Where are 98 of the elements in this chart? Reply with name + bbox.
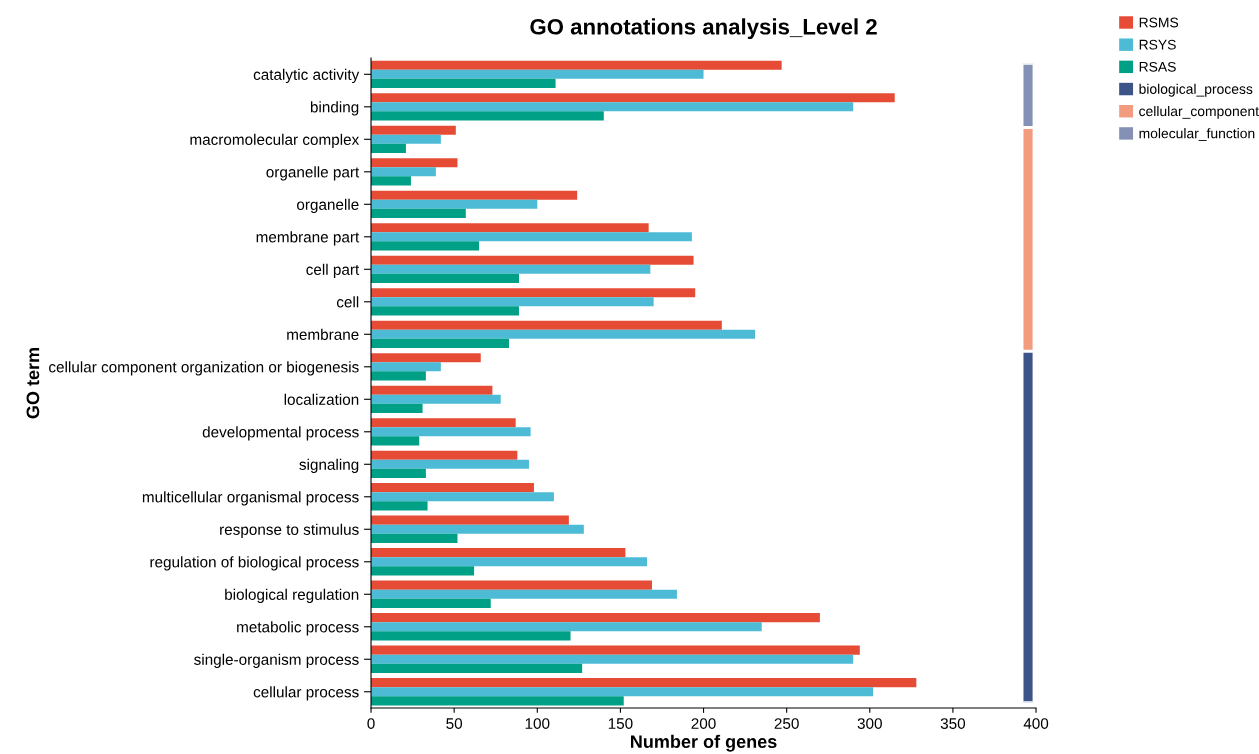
bar <box>371 492 554 502</box>
x-tick-label: 100 <box>525 718 550 729</box>
x-tick-label: 150 <box>608 718 633 729</box>
bar <box>371 199 538 209</box>
bar <box>371 362 441 372</box>
legend-label: RSAS <box>1139 61 1176 72</box>
legend-label: molecular_function <box>1139 128 1255 141</box>
bar <box>371 533 458 543</box>
bar <box>371 654 854 664</box>
bar <box>371 306 519 316</box>
legend-label: cellular_component <box>1139 105 1259 119</box>
legend-label: RSYS <box>1139 39 1176 50</box>
bar <box>371 273 519 283</box>
bar <box>371 687 874 697</box>
bar <box>371 580 652 590</box>
bar <box>371 338 510 348</box>
legend-label: RSMS <box>1139 17 1179 28</box>
bar <box>371 622 762 632</box>
bar <box>371 394 501 404</box>
x-tick-label: 50 <box>446 718 463 729</box>
bar <box>371 125 456 135</box>
x-tick-label: 300 <box>857 718 882 729</box>
bar <box>371 403 423 413</box>
x-tick-label: 200 <box>691 718 716 729</box>
y-tick-label: organelle <box>297 198 359 213</box>
bar <box>371 696 624 706</box>
bar <box>371 501 428 511</box>
bar <box>371 385 493 395</box>
bar <box>371 436 420 446</box>
y-tick-label: membrane <box>287 328 359 340</box>
y-tick-label: signaling <box>299 458 359 473</box>
bar <box>371 69 704 79</box>
bar <box>371 548 626 558</box>
y-tick-label: metabolic process <box>237 621 359 636</box>
bar <box>371 232 692 242</box>
y-tick-label: multicellular organismal process <box>142 491 359 506</box>
bar <box>371 468 426 478</box>
y-axis-title: GO term <box>26 348 40 419</box>
bar <box>371 483 534 493</box>
bar <box>371 255 694 265</box>
bar <box>371 459 529 469</box>
bar <box>371 589 677 599</box>
y-tick-label: cell part <box>306 263 360 278</box>
bar <box>371 78 556 88</box>
bar <box>371 102 854 112</box>
y-tick-label: localization <box>284 393 359 405</box>
y-tick-label: response to stimulus <box>220 523 359 538</box>
bar <box>371 176 411 186</box>
bar <box>371 371 426 381</box>
bar <box>371 427 531 437</box>
y-tick-label: cellular component organization or biogenesis <box>49 361 359 376</box>
x-tick-label: 400 <box>1023 718 1049 729</box>
bar <box>371 566 475 576</box>
bar <box>371 631 571 641</box>
bar <box>371 515 569 525</box>
bar <box>371 264 651 274</box>
bar <box>371 297 654 307</box>
chart-title: GO annotations analysis_Level 2 <box>530 18 877 40</box>
bar <box>371 134 441 144</box>
bar <box>371 450 518 460</box>
bar <box>371 418 516 428</box>
y-tick-label: binding <box>310 101 359 116</box>
bar <box>371 288 696 298</box>
bar <box>371 158 458 168</box>
y-tick-label: macromolecular complex <box>190 133 360 149</box>
bar <box>371 598 491 608</box>
x-tick-label: 250 <box>774 718 799 729</box>
bar <box>371 208 466 218</box>
x-tick-label: 350 <box>940 718 966 729</box>
y-tick-label: catalytic activity <box>253 68 360 84</box>
bar <box>371 143 406 153</box>
bar <box>371 524 584 534</box>
y-tick-label: developmental process <box>202 426 359 441</box>
bar <box>371 190 578 200</box>
bar <box>371 678 917 688</box>
y-tick-label: regulation of biological process <box>150 556 359 571</box>
y-tick-label: biological regulation <box>225 588 359 603</box>
bar <box>371 111 604 121</box>
x-tick-label: 0 <box>367 718 375 729</box>
y-tick-label: cellular process <box>253 686 359 701</box>
y-tick-label: membrane part <box>256 231 360 246</box>
x-axis-title: Number of genes <box>631 734 777 752</box>
y-tick-label: organelle part <box>266 166 360 181</box>
bar <box>371 353 481 363</box>
bar <box>371 557 647 567</box>
bar <box>371 663 583 673</box>
bar <box>371 223 649 233</box>
legend-label: biological_process <box>1139 83 1253 97</box>
bar <box>371 645 860 655</box>
bar <box>371 167 436 177</box>
bar <box>371 93 895 103</box>
bar <box>371 613 820 623</box>
bar <box>371 320 722 330</box>
bar <box>371 329 756 339</box>
bar <box>371 60 782 70</box>
y-tick-label: cell <box>336 296 359 308</box>
y-tick-label: single-organism process <box>194 653 359 668</box>
bar <box>371 241 480 251</box>
